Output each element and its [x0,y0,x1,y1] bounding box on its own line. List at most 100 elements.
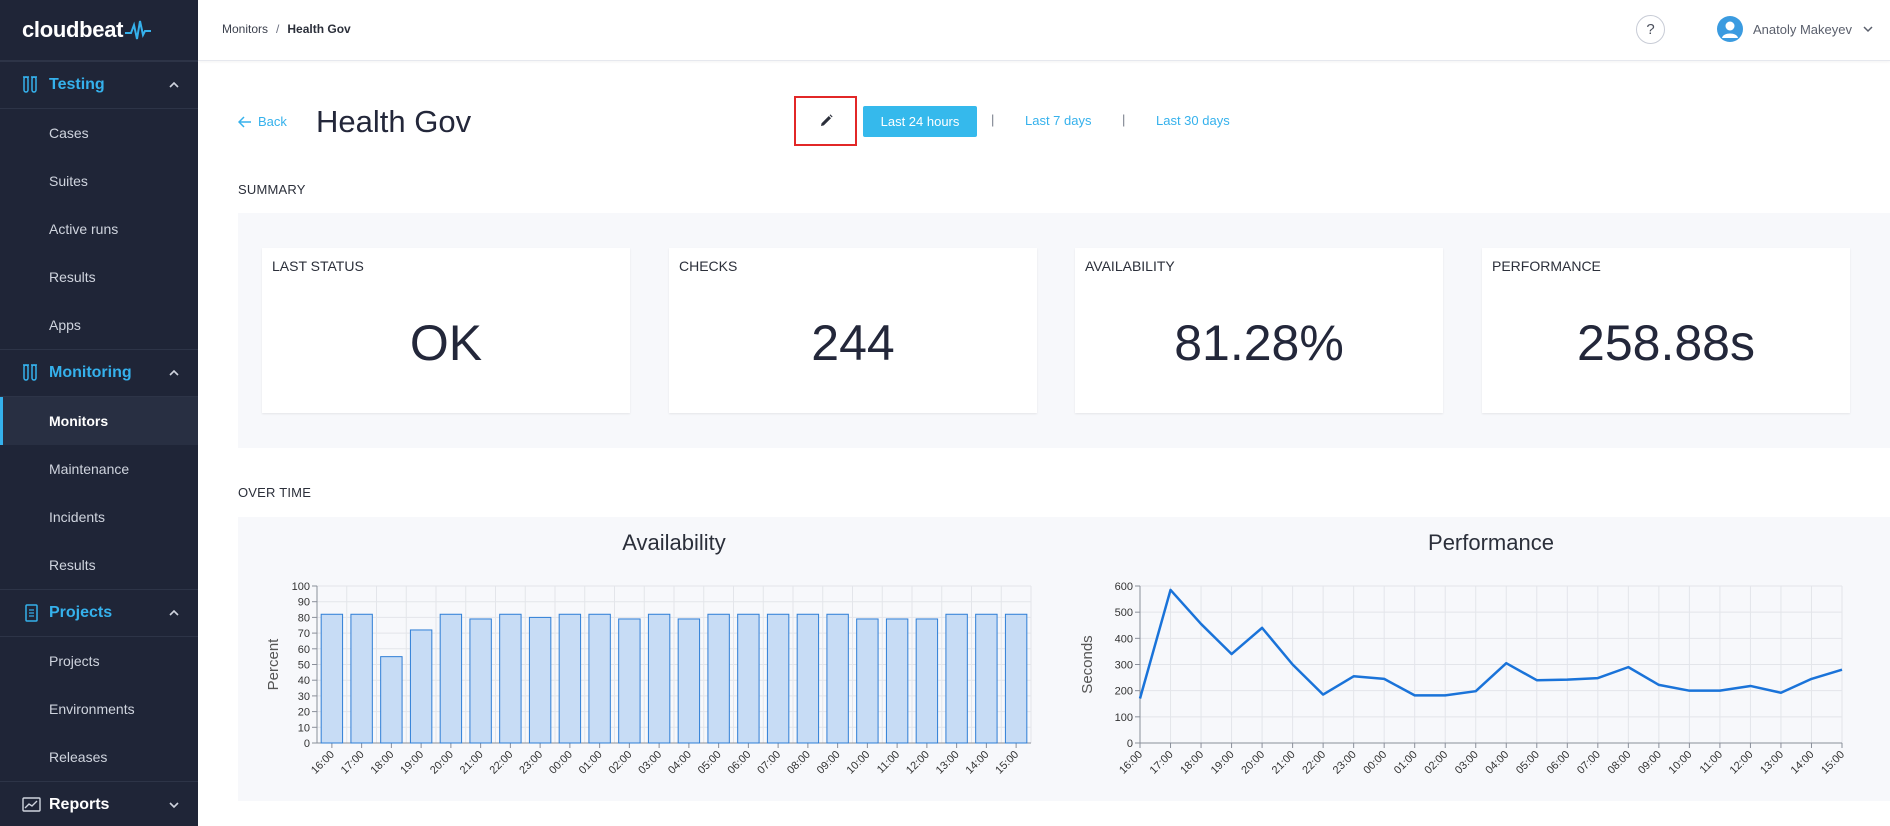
bar [409,629,433,744]
x-tick-label: 09:00 [815,749,843,777]
range-last-30-days[interactable]: Last 30 days [1156,113,1230,128]
sidebar-section-label: Monitoring [49,364,132,381]
x-tick-label: 21:00 [1270,749,1298,777]
sidebar-section-monitoring[interactable]: Monitoring [0,349,198,397]
card-title: AVAILABILITY [1085,258,1175,274]
card-value: 258.88s [1577,315,1755,371]
x-tick-label: 07:00 [1575,749,1603,777]
breadcrumb-link-monitors[interactable]: Monitors [222,22,269,36]
sidebar-item-incidents[interactable]: Incidents [49,509,106,525]
range-last-24-hours[interactable]: Last 24 hours [863,106,977,137]
chevron-down-icon [1863,26,1873,33]
test-tubes-icon [22,363,44,383]
help-button[interactable]: ? [1636,15,1665,44]
x-tick-label: 09:00 [1636,749,1664,777]
top-header: Monitors / Health Gov ? Anatoly Makeyev [198,0,1890,61]
x-tick-label: 18:00 [369,749,397,777]
back-link[interactable]: Back [238,114,287,129]
bar [618,618,641,744]
sidebar-item-active-runs[interactable]: Active runs [49,221,119,237]
x-tick-label: 13:00 [934,749,962,777]
bar [528,616,552,744]
range-separator: | [991,112,995,127]
x-tick-label: 05:00 [1514,749,1542,777]
sidebar-section-label: Reports [49,796,110,813]
y-tick-label: 80 [298,612,310,624]
y-tick-label: 600 [1115,581,1133,593]
y-tick-label: 100 [1115,712,1133,724]
x-tick-label: 17:00 [1148,749,1176,777]
sidebar-item-monitors[interactable]: Monitors [0,397,198,445]
logo[interactable]: cloudbeat [0,0,198,61]
chart-title: Availability [622,530,726,555]
sidebar-item-maintenance[interactable]: Maintenance [49,461,130,477]
pencil-icon [820,114,833,126]
y-tick-label: 200 [1115,686,1133,698]
user-icon [1722,21,1738,38]
sidebar-section-projects[interactable]: Projects [0,589,198,637]
y-tick-label: 60 [298,644,310,656]
sidebar-item-results[interactable]: Results [49,269,96,285]
range-last-7-days[interactable]: Last 7 days [1025,113,1092,128]
card-title: LAST STATUS [272,258,364,274]
sidebar-item-monitoring-results[interactable]: Results [49,557,96,573]
x-tick-label: 13:00 [1758,749,1786,777]
range-separator: | [1122,112,1126,127]
bar [380,656,403,744]
x-tick-label: 02:00 [1422,749,1450,777]
sidebar-item-suites[interactable]: Suites [49,173,88,189]
x-tick-label: 03:00 [1453,749,1481,777]
bar [915,618,939,744]
chevron-up-icon [169,81,179,88]
bar [350,613,373,744]
performance-chart: Performance Seconds 0 100 200 300 400 500 600 16:… [1079,530,1847,777]
bar [1004,613,1028,744]
x-tick-label: 00:00 [547,749,575,777]
y-tick-label: 300 [1115,660,1133,672]
bar [766,613,790,744]
x-tick-label: 08:00 [785,749,813,777]
bar [975,613,998,744]
x-tick-label: 21:00 [458,749,486,777]
x-tick-label: 20:00 [1239,749,1267,777]
document-icon [22,603,44,623]
y-tick-label: 20 [298,707,310,719]
x-tick-label: 08:00 [1606,749,1634,777]
y-tick-label: 10 [298,722,310,734]
bar [588,613,611,744]
y-tick-label: 50 [298,660,310,672]
x-tick-label: 12:00 [904,749,932,777]
user-menu[interactable]: Anatoly Makeyev [1717,16,1874,42]
x-tick-label: 20:00 [428,749,456,777]
sidebar-section-reports[interactable]: Reports [0,781,198,826]
avatar [1717,16,1743,42]
sidebar-item-releases[interactable]: Releases [49,749,108,765]
sidebar-item-projects[interactable]: Projects [49,653,100,669]
sidebar-item-apps[interactable]: Apps [49,317,81,333]
y-tick-label: 100 [292,581,310,593]
x-tick-label: 00:00 [1361,749,1389,777]
bar [558,613,582,744]
x-tick-label: 22:00 [1300,749,1328,777]
x-tick-label: 19:00 [1209,749,1237,777]
bar [885,618,909,744]
x-tick-label: 14:00 [1789,749,1817,777]
bar [737,613,760,744]
x-tick-label: 02:00 [607,749,635,777]
breadcrumb-current: Health Gov [287,22,351,36]
bar [469,618,492,744]
sidebar-section-label: Projects [49,604,113,621]
chart-ylabel: Percent [265,638,282,691]
logo-text: cloudbeat [22,17,124,42]
sidebar-item-environments[interactable]: Environments [49,701,135,717]
sidebar-item-cases[interactable]: Cases [49,125,89,141]
x-tick-label: 01:00 [577,749,605,777]
sidebar-section-testing[interactable]: Testing [0,61,198,109]
x-tick-label: 19:00 [398,749,426,777]
card-checks: CHECKS 244 [669,248,1037,413]
edit-button[interactable] [794,96,857,146]
x-tick-label: 07:00 [755,749,783,777]
y-tick-label: 500 [1115,607,1133,619]
x-tick-label: 23:00 [1331,749,1359,777]
bar [856,618,879,744]
